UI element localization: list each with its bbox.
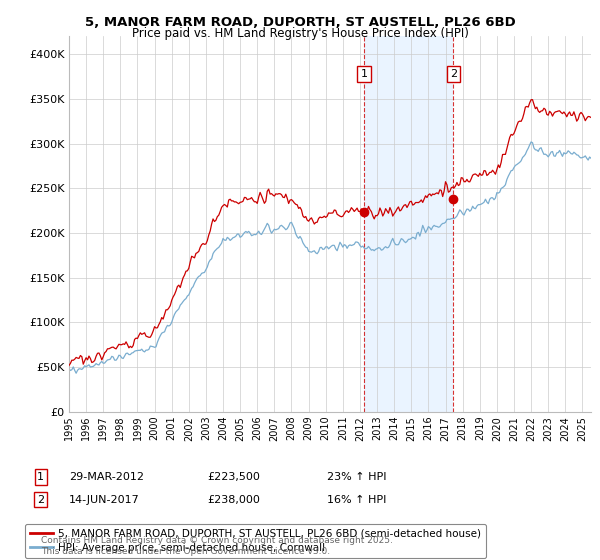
Text: 23% ↑ HPI: 23% ↑ HPI bbox=[327, 472, 386, 482]
Bar bbox=[364, 36, 454, 412]
Text: 16% ↑ HPI: 16% ↑ HPI bbox=[327, 494, 386, 505]
Legend: 5, MANOR FARM ROAD, DUPORTH, ST AUSTELL, PL26 6BD (semi-detached house), HPI: Av: 5, MANOR FARM ROAD, DUPORTH, ST AUSTELL,… bbox=[25, 524, 486, 558]
Text: 5, MANOR FARM ROAD, DUPORTH, ST AUSTELL, PL26 6BD: 5, MANOR FARM ROAD, DUPORTH, ST AUSTELL,… bbox=[85, 16, 515, 29]
Text: Contains HM Land Registry data © Crown copyright and database right 2025.
This d: Contains HM Land Registry data © Crown c… bbox=[41, 536, 392, 556]
Text: 14-JUN-2017: 14-JUN-2017 bbox=[69, 494, 140, 505]
Text: 2: 2 bbox=[37, 494, 44, 505]
Text: 1: 1 bbox=[37, 472, 44, 482]
Text: Price paid vs. HM Land Registry's House Price Index (HPI): Price paid vs. HM Land Registry's House … bbox=[131, 27, 469, 40]
Text: £223,500: £223,500 bbox=[207, 472, 260, 482]
Text: £238,000: £238,000 bbox=[207, 494, 260, 505]
Text: 2: 2 bbox=[450, 69, 457, 79]
Text: 29-MAR-2012: 29-MAR-2012 bbox=[69, 472, 144, 482]
Text: 1: 1 bbox=[361, 69, 368, 79]
